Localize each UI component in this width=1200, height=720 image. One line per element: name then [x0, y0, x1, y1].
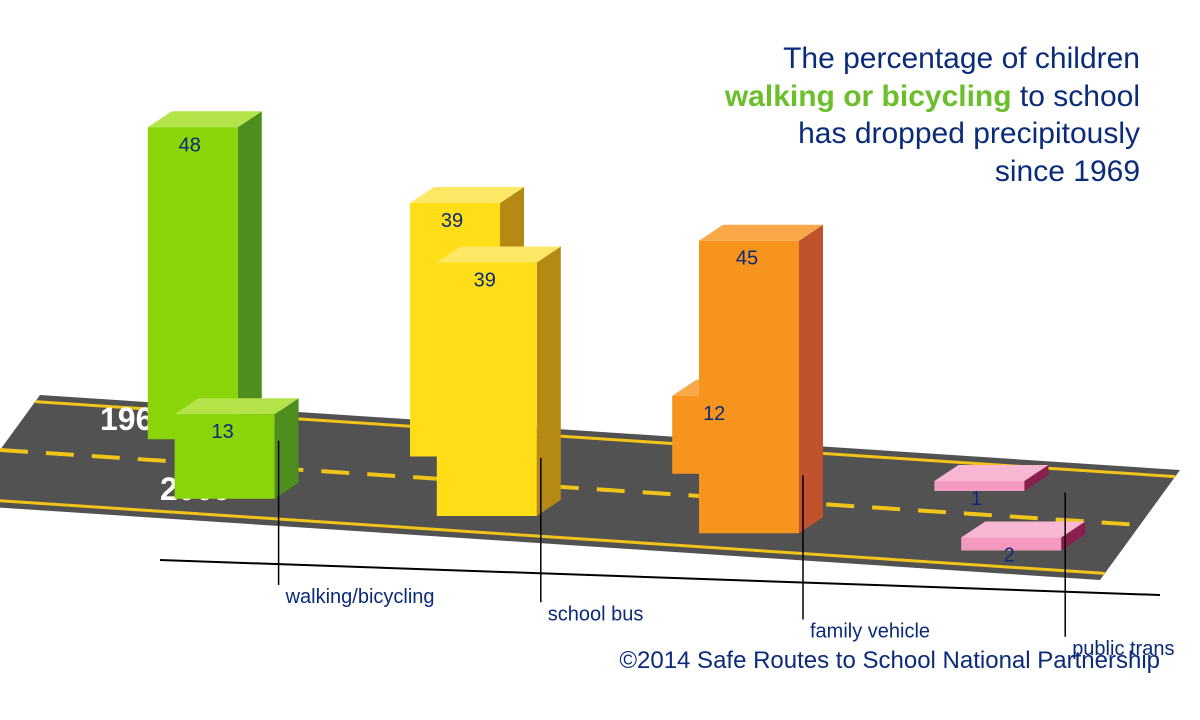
- infographic-stage: The percentage of children walking or bi…: [0, 0, 1200, 720]
- bar-1-2009-front: [437, 262, 537, 516]
- bar-0-1969-front: [148, 127, 238, 439]
- bar-0-1969-side: [238, 111, 262, 439]
- category-label-1: school bus: [548, 603, 644, 625]
- category-label-0: walking/bicycling: [285, 586, 435, 608]
- bar-2-2009-front: [699, 241, 799, 534]
- chart-svg: 196920094813walking/bicycling3939school …: [0, 0, 1200, 720]
- value-1-1969: 39: [441, 210, 463, 232]
- copyright-text: ©2014 Safe Routes to School National Par…: [619, 647, 1160, 675]
- value-0-2009: 13: [211, 421, 233, 443]
- value-0-1969: 48: [179, 134, 201, 156]
- value-1-2009: 39: [474, 269, 496, 291]
- category-label-2: family vehicle: [810, 621, 930, 643]
- value-3-1969: 1: [971, 488, 982, 510]
- value-3-2009: 2: [1004, 544, 1015, 566]
- value-2-2009: 45: [736, 248, 758, 270]
- value-2-1969: 12: [703, 403, 725, 425]
